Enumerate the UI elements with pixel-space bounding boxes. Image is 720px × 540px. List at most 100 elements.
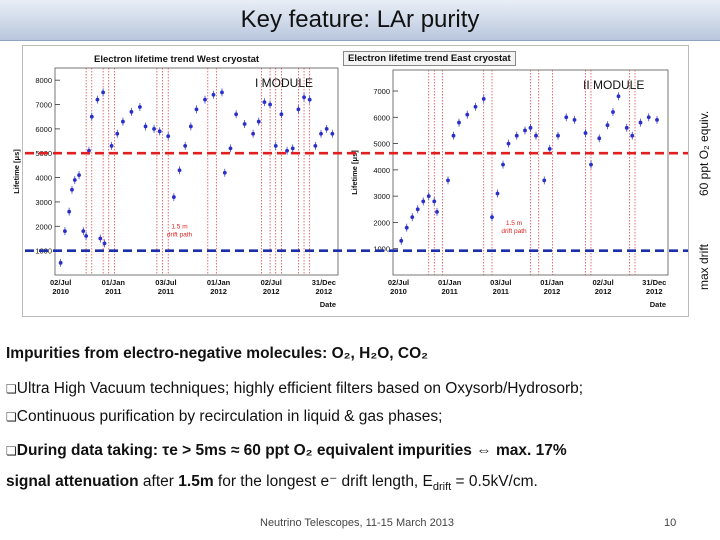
- data-point: [426, 194, 431, 199]
- data-point: [307, 97, 312, 102]
- y-axis-label: Lifetime [μs]: [12, 149, 21, 194]
- data-point: [646, 115, 651, 120]
- data-point: [138, 105, 142, 109]
- data-point: [589, 162, 593, 167]
- data-point: [611, 110, 615, 114]
- data-point: [143, 124, 148, 129]
- data-point: [152, 126, 156, 131]
- east-module-label: II MODULE: [583, 78, 645, 92]
- x-tick-label: 01/Jan 2011: [102, 278, 126, 296]
- data-point: [129, 109, 134, 114]
- drift-path-annotation: 1.5 m drift path: [501, 220, 527, 235]
- y-tick-label: 7000: [35, 101, 52, 110]
- y-tick-label: 2000: [373, 218, 390, 227]
- title-bar: [0, 0, 720, 41]
- data-point: [222, 170, 227, 175]
- data-point: [457, 120, 461, 125]
- y-tick-label: 3000: [35, 198, 52, 207]
- y-axis-label: Lifetime [μs]: [350, 150, 359, 195]
- data-point: [330, 131, 335, 136]
- data-point: [95, 97, 100, 102]
- plot-area: [54, 67, 339, 276]
- data-point: [102, 241, 107, 246]
- bullet-uhv: ❏Ultra High Vacuum techniques; highly ef…: [6, 380, 583, 398]
- bullet-uhv-text: Ultra High Vacuum techniques; highly eff…: [16, 380, 584, 397]
- data-point: [446, 178, 450, 183]
- bullet-data-taking: ❏During data taking: τe > 5ms ≈ 60 ppt O…: [6, 442, 567, 460]
- data-point: [166, 134, 171, 139]
- data-point: [194, 107, 199, 112]
- data-point: [81, 229, 86, 234]
- data-point: [432, 199, 437, 204]
- data-point: [234, 112, 239, 117]
- text-after: after: [138, 473, 179, 490]
- y-tick-label: 4000: [35, 174, 52, 183]
- x-tick-label: 01/Jan 2012: [540, 278, 564, 296]
- west-chart-title: Electron lifetime trend West cryostat: [90, 53, 264, 66]
- data-point: [638, 120, 643, 125]
- y-tick-label: 6000: [35, 125, 52, 134]
- data-point: [268, 102, 272, 107]
- bullet-icon: ❏: [6, 410, 17, 424]
- data-point: [273, 144, 278, 148]
- text-longest-drift: for the longest e⁻ drift length, E: [213, 473, 433, 490]
- data-point: [528, 125, 533, 130]
- bullet-icon: ❏: [6, 382, 17, 396]
- data-point: [490, 215, 494, 220]
- data-point: [188, 124, 193, 129]
- data-point: [242, 122, 247, 126]
- bullet-recirculation: ❏Continuous purification by recirculatio…: [6, 408, 442, 426]
- data-point: [630, 133, 635, 138]
- data-point: [279, 112, 284, 117]
- data-point: [87, 148, 91, 153]
- data-point: [624, 125, 629, 130]
- data-point: [228, 146, 233, 151]
- edrift-subscript: drift: [432, 481, 452, 494]
- y-tick-label: 5000: [373, 140, 390, 149]
- data-point: [465, 112, 470, 117]
- data-point: [655, 118, 659, 122]
- data-point: [285, 148, 289, 153]
- data-point: [556, 133, 560, 138]
- data-point: [495, 191, 500, 196]
- y-tick-label: 7000: [373, 87, 390, 96]
- y-tick-label: 2000: [35, 222, 52, 231]
- y-tick-label: 6000: [373, 113, 390, 122]
- data-point: [220, 90, 224, 95]
- impurities-heading: Impurities from electro-negative molecul…: [6, 345, 429, 362]
- data-point: [324, 126, 329, 131]
- data-point: [313, 144, 318, 148]
- data-point: [415, 207, 420, 212]
- data-point: [583, 131, 588, 135]
- data-point: [183, 144, 188, 148]
- y-tick-label: 3000: [373, 192, 390, 201]
- x-tick-label: 01/Jan 2011: [438, 278, 462, 296]
- label-max-drift: max drift: [697, 243, 711, 290]
- data-point: [70, 187, 74, 192]
- east-chart-title: Electron lifetime trend East cryostat: [343, 51, 516, 66]
- data-point: [501, 162, 505, 167]
- data-point: [534, 133, 538, 138]
- signal-attenuation-text: signal attenuation: [6, 473, 139, 490]
- x-tick-label: 01/Jan 2012: [207, 278, 231, 296]
- data-point: [177, 168, 182, 173]
- data-point: [171, 195, 176, 199]
- data-point: [451, 133, 456, 138]
- x-tick-label: 31/Dec 2012: [312, 278, 336, 296]
- bullet-recirculation-text: Continuous purification by recirculation…: [16, 408, 443, 425]
- bullet-data-taking-text: During data taking: τe > 5ms ≈ 60 ppt O₂…: [16, 442, 567, 459]
- data-point: [542, 178, 547, 183]
- data-point: [211, 92, 216, 97]
- bullet-data-taking-cont: signal attenuation after 1.5m for the lo…: [6, 472, 538, 493]
- data-point: [564, 115, 569, 120]
- data-point: [319, 131, 323, 136]
- y-tick-label: 8000: [35, 76, 52, 85]
- data-point: [121, 119, 125, 124]
- data-point: [84, 234, 89, 238]
- data-point: [605, 123, 610, 128]
- data-point: [290, 146, 295, 151]
- data-point: [481, 97, 486, 101]
- x-axis-label: Date: [650, 300, 666, 309]
